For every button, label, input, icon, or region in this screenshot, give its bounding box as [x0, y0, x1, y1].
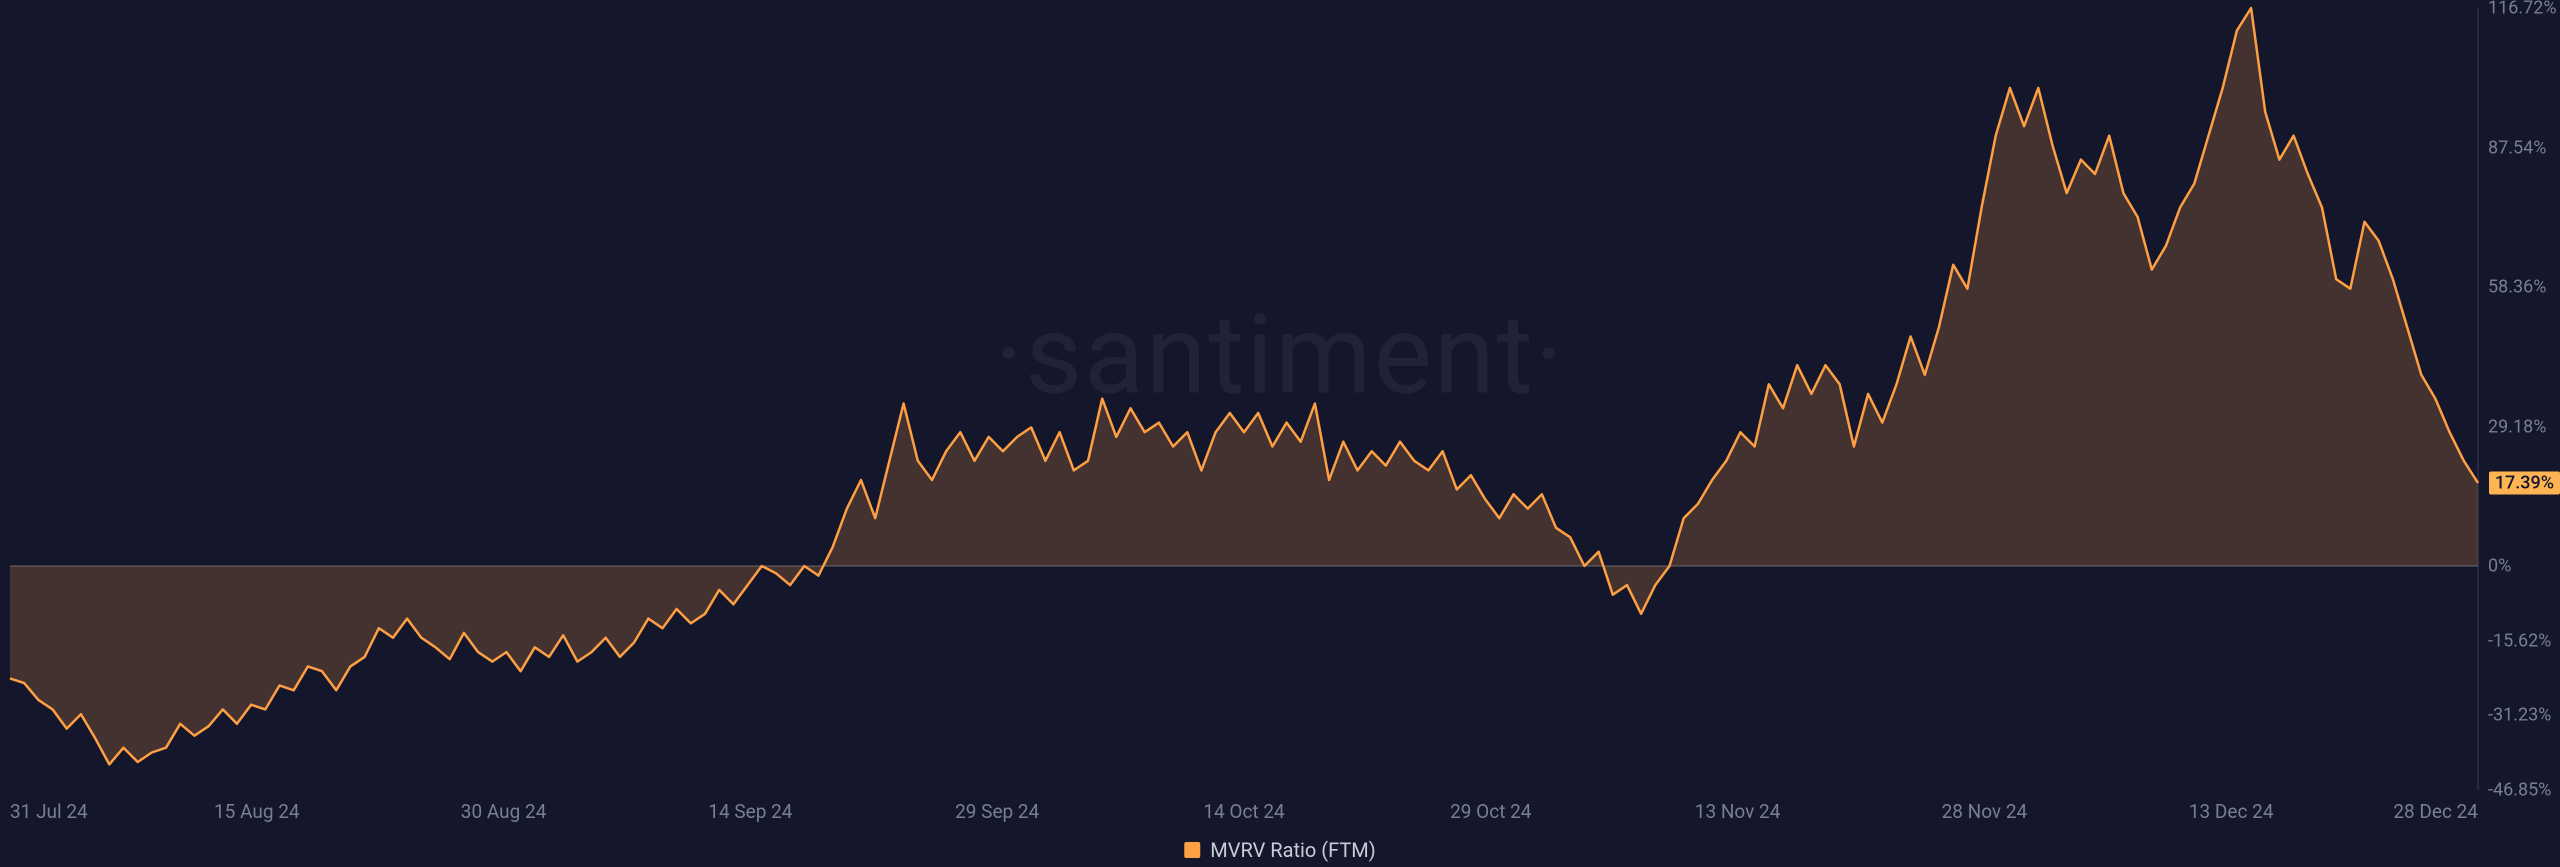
x-tick-label: 14 Sep 24	[708, 800, 792, 823]
x-tick-label: 28 Dec 24	[2393, 800, 2478, 823]
area-chart[interactable]	[0, 0, 2560, 867]
y-tick-label: 29.18%	[2482, 416, 2560, 437]
x-tick-label: 29 Sep 24	[955, 800, 1039, 823]
y-tick-label: 58.36%	[2482, 277, 2560, 298]
y-tick-label: -31.23%	[2482, 705, 2560, 726]
x-tick-label: 15 Aug 24	[214, 800, 300, 823]
legend[interactable]: MVRV Ratio (FTM)	[1184, 838, 1375, 862]
legend-label: MVRV Ratio (FTM)	[1210, 838, 1375, 862]
y-tick-label: 87.54%	[2482, 137, 2560, 158]
x-tick-label: 28 Nov 24	[1942, 800, 2028, 823]
x-tick-label: 13 Dec 24	[2189, 800, 2274, 823]
x-tick-label: 30 Aug 24	[461, 800, 547, 823]
y-tick-label: -15.62%	[2482, 630, 2560, 651]
legend-swatch	[1184, 842, 1200, 858]
x-tick-label: 31 Jul 24	[10, 800, 88, 823]
y-tick-label: 116.72%	[2482, 0, 2560, 19]
chart-container: ·santiment· 116.72%87.54%58.36%29.18%0%-…	[0, 0, 2560, 867]
current-value-badge: 17.39%	[2489, 471, 2560, 494]
x-tick-label: 13 Nov 24	[1695, 800, 1781, 823]
y-tick-label: 0%	[2482, 556, 2560, 577]
x-tick-label: 14 Oct 24	[1203, 800, 1284, 823]
x-tick-label: 29 Oct 24	[1450, 800, 1531, 823]
y-tick-label: -46.85%	[2482, 780, 2560, 801]
